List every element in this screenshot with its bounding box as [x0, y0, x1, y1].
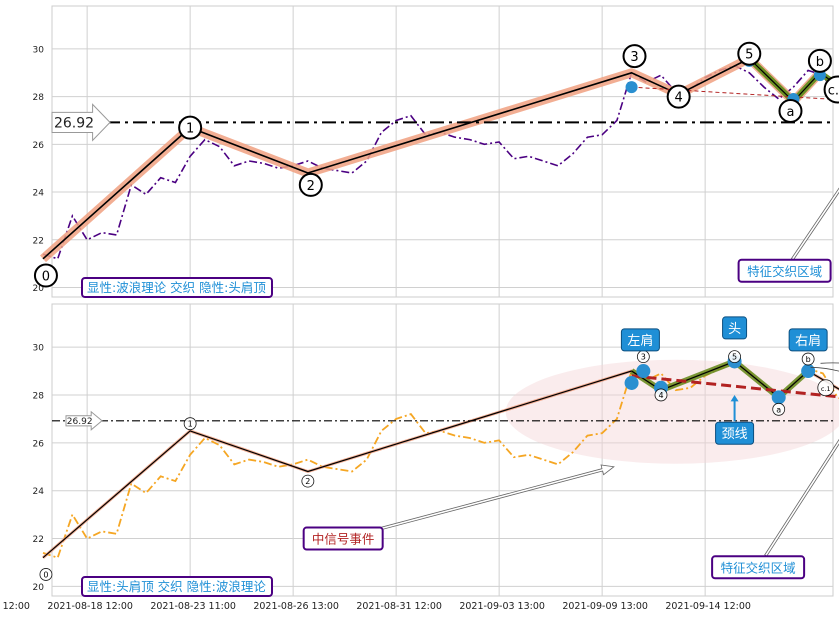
- wave-label: a: [787, 105, 795, 120]
- y-tick-label: 30: [33, 344, 45, 354]
- y-tick-label: 24: [33, 189, 45, 199]
- wave-node: [624, 375, 639, 390]
- reference-label-arrow: [65, 410, 103, 431]
- wave-label-circle: [666, 84, 691, 109]
- x-tick-label: 2021-08-23 11:00: [150, 601, 236, 612]
- wave-label: 1: [188, 420, 193, 429]
- wave-label-circle: [39, 568, 53, 581]
- bottom-panel: 20222426283026.92012345abc.1c.2左肩头右肩颈线中信…: [33, 303, 839, 597]
- annotation-arrow: [355, 464, 615, 537]
- pattern-label-box: [620, 328, 660, 352]
- wave-label-circle: [298, 172, 323, 197]
- price-series-line: [42, 362, 839, 559]
- pattern-label: 左肩: [627, 333, 653, 349]
- wave-label: 0: [43, 570, 48, 579]
- plot-frame: [51, 303, 834, 597]
- wave-label: b: [806, 355, 811, 364]
- pattern-label-box: [722, 316, 748, 340]
- wave-label: 1: [186, 122, 194, 137]
- info-box-label: 显性:头肩顶 交织 隐性:波浪理论: [87, 579, 266, 594]
- info-box-label: 显性:波浪理论 交织 隐性:头肩顶: [87, 280, 266, 295]
- reference-value-label: 26.92: [54, 115, 94, 131]
- y-tick-label: 20: [33, 583, 45, 593]
- wave-label-circle: [33, 263, 58, 288]
- wave-label-circle: [807, 48, 832, 73]
- wave-node: [801, 364, 816, 379]
- wave-label: b: [816, 55, 824, 70]
- wave-label: 5: [732, 353, 737, 362]
- y-tick-label: 22: [33, 535, 44, 545]
- x-tick-label: 2021-09-03 13:00: [459, 601, 545, 612]
- annotation-arrow: [790, 187, 839, 261]
- annotation-box: [711, 555, 806, 580]
- x-tick-label: 2021-08-31 12:00: [356, 601, 442, 612]
- wave-label-circle: [801, 352, 815, 366]
- info-box: [81, 576, 273, 597]
- wave-label: 2: [305, 477, 310, 486]
- wave-node: [636, 364, 651, 379]
- projection-arc: [820, 362, 839, 364]
- pattern-label: 颈线: [722, 427, 748, 442]
- annotation-label: 中信号事件: [312, 532, 375, 547]
- wave-label: 3: [641, 353, 646, 362]
- wave-label-circle: [654, 388, 668, 402]
- y-tick-label: 28: [33, 391, 45, 401]
- pattern-label: 右肩: [795, 333, 821, 349]
- neckline-arrowhead: [730, 394, 739, 402]
- x-tick-label: 2021-09-14 12:00: [665, 601, 751, 612]
- wave-label: 2: [307, 179, 315, 194]
- wave-node: [625, 81, 638, 94]
- annotation-box: [302, 526, 384, 551]
- x-tick-label: 2021-08-26 13:00: [253, 601, 339, 612]
- wave-label-circle: [622, 44, 647, 69]
- wave-label: 5: [745, 48, 753, 63]
- y-tick-label: 26: [33, 439, 45, 449]
- wave-label-circle: [178, 115, 203, 140]
- wave-label: a: [776, 405, 781, 414]
- y-tick-label: 30: [33, 45, 45, 55]
- y-tick-label: 24: [33, 487, 45, 497]
- wave-label: 4: [675, 91, 683, 106]
- y-tick-label: 22: [33, 236, 44, 246]
- plot-frame: [51, 5, 834, 298]
- pattern-region: [505, 359, 839, 464]
- x-tick-label: 2021-09-09 13:00: [562, 601, 648, 612]
- reference-value-label: 26.92: [67, 417, 93, 427]
- top-panel: 20222426283026.92012345abc.1c.2特征交织区域显性:…: [33, 5, 839, 298]
- pattern-label-box: [715, 421, 755, 445]
- wave-label-circle: [728, 350, 741, 364]
- price-series-line: [42, 64, 839, 260]
- annotation-label: 特征交织区域: [721, 560, 796, 575]
- reference-label-arrow: [51, 103, 111, 142]
- wave-label-circle: [737, 41, 762, 66]
- pattern-label-box: [788, 328, 828, 352]
- pattern-label: 头: [728, 322, 741, 337]
- y-tick-label: 26: [33, 141, 45, 151]
- wave-label-circle: [823, 75, 839, 104]
- wave-label: 3: [630, 50, 638, 65]
- y-tick-label: 28: [33, 93, 45, 103]
- projection-arc: [810, 366, 839, 372]
- wave-label: 4: [658, 391, 663, 400]
- wave-node: [771, 390, 786, 405]
- annotation-box: [737, 258, 832, 283]
- x-axis: 2021-08-13 12:00 2021-08-18 12:00 2021-08-…: [0, 601, 751, 612]
- wave-label: 0: [42, 270, 50, 285]
- wave-label-circle: [817, 379, 835, 397]
- wave-label: c.1: [828, 83, 839, 98]
- annotation-label: 特征交织区域: [747, 264, 822, 279]
- wave-label: c.1: [821, 385, 831, 393]
- x-tick-label: 2021-08-13 12:00: [0, 601, 30, 612]
- wave-label-circle: [301, 474, 315, 488]
- wave-label-circle: [772, 402, 786, 416]
- annotation-arrow: [764, 438, 839, 557]
- x-tick-label: 2021-08-18 12:00: [47, 601, 133, 612]
- wave-label-circle: [778, 98, 803, 123]
- info-box: [81, 277, 273, 298]
- y-tick-label: 20: [33, 284, 45, 294]
- wave-label-circle: [183, 417, 197, 431]
